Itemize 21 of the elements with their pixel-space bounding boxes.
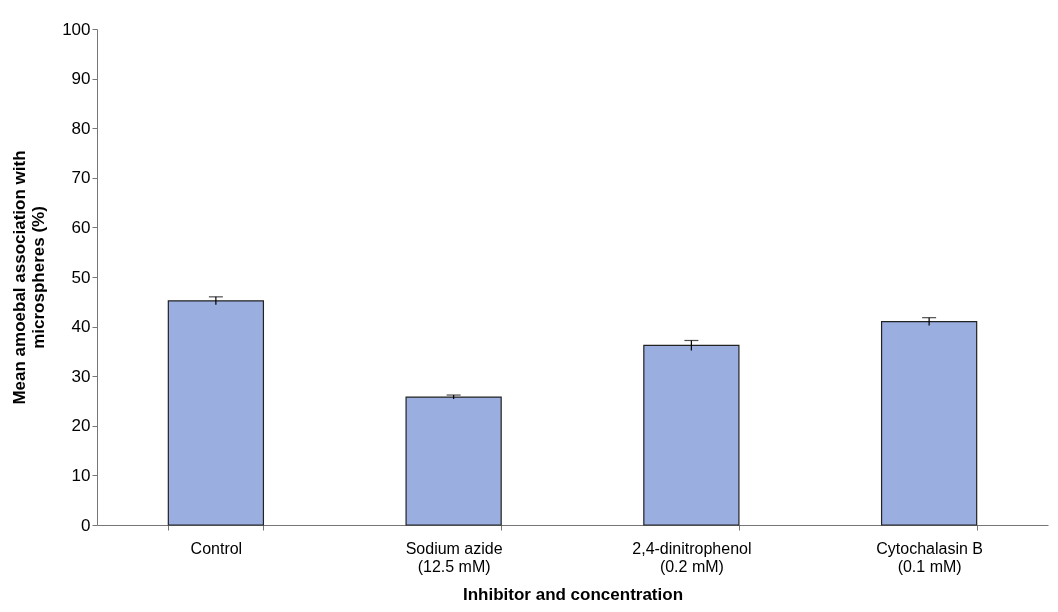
bar: [405, 396, 502, 526]
y-axis-title: Mean amoebal association with microspheres (%): [10, 150, 49, 405]
y-tick-label: 60: [71, 217, 91, 237]
y-tick-label: 20: [71, 416, 91, 436]
y-tick-label: 80: [71, 118, 91, 138]
y-tick-label: 70: [71, 168, 91, 188]
bar: [643, 344, 740, 526]
y-tick-label: 10: [71, 465, 91, 485]
y-tick-label: 90: [71, 69, 91, 89]
x-tick-label: Cytochalasin B (0.1 mM): [876, 539, 983, 575]
bar: [880, 321, 978, 526]
x-tick-label: 2,4-dinitrophenol (0.2 mM): [632, 539, 752, 575]
x-tick-label: Control: [190, 539, 243, 557]
y-tick-label: 30: [71, 366, 91, 386]
y-tick-label: 40: [71, 317, 91, 337]
x-axis-title: Inhibitor and concentration: [462, 584, 684, 604]
y-tick-label: 0: [81, 515, 91, 535]
y-tick-label: 100: [62, 19, 91, 39]
bar: [167, 300, 265, 526]
y-tick-label: 50: [71, 267, 91, 287]
x-tick-label: Sodium azide (12.5 mM): [405, 539, 503, 575]
